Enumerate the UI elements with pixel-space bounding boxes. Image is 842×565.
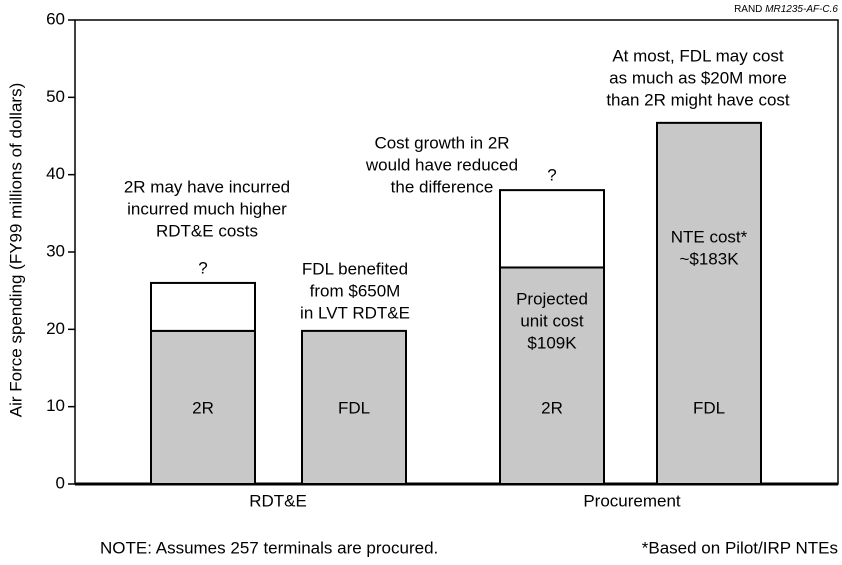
- bar-segment: [150, 281, 256, 332]
- note: *Based on Pilot/IRP NTEs: [642, 538, 838, 557]
- bar-inner-text: unit cost: [520, 311, 584, 330]
- annotation: FDL benefited: [302, 259, 408, 278]
- annotation: Cost growth in 2R: [374, 133, 509, 152]
- annotation: incurred much higher: [127, 199, 287, 218]
- bar-segment: [499, 189, 605, 269]
- y-tick-label: 10: [46, 396, 65, 415]
- annotation: than 2R might have cost: [606, 90, 790, 109]
- y-tick-label: 60: [46, 9, 65, 28]
- annotation: in LVT RDT&E: [300, 303, 410, 322]
- y-tick-label: 40: [46, 164, 65, 183]
- bar-label: 2R: [541, 398, 563, 417]
- annotation: At most, FDL may cost: [612, 46, 784, 65]
- category-label: Procurement: [583, 491, 681, 510]
- bar-inner-text: Projected: [516, 289, 588, 308]
- source-id: MR1235-AF-C.6: [765, 4, 838, 15]
- annotation: the difference: [391, 177, 494, 196]
- y-tick-label: 0: [56, 473, 65, 492]
- bar-segment: [656, 121, 762, 485]
- bar-segment: [301, 329, 407, 485]
- bar-label: FDL: [338, 398, 370, 417]
- annotation: 2R may have incurred: [124, 177, 290, 196]
- annotation: as much as $20M more: [609, 68, 787, 87]
- bar-label: FDL: [693, 398, 725, 417]
- y-tick-label: 30: [46, 241, 65, 260]
- bar-inner-text: ~$183K: [679, 249, 739, 268]
- uncertainty-marker: ?: [547, 166, 556, 185]
- bar-label: 2R: [192, 398, 214, 417]
- y-tick-label: 20: [46, 319, 65, 338]
- y-axis-label: Air Force spending (FY99 millions of dol…: [6, 83, 25, 417]
- annotation: would have reduced: [365, 155, 518, 174]
- note: NOTE: Assumes 257 terminals are procured…: [100, 538, 438, 557]
- source-org: RAND: [734, 4, 762, 15]
- category-label: RDT&E: [249, 491, 307, 510]
- source: RAND MR1235-AF-C.6: [734, 4, 838, 15]
- y-tick-label: 50: [46, 87, 65, 106]
- bar-segment: [150, 329, 256, 485]
- annotation: RDT&E costs: [156, 221, 258, 240]
- annotation: from $650M: [310, 281, 401, 300]
- uncertainty-marker: ?: [198, 258, 207, 277]
- bar-inner-text: NTE cost*: [671, 227, 748, 246]
- bar-inner-text: $109K: [527, 333, 577, 352]
